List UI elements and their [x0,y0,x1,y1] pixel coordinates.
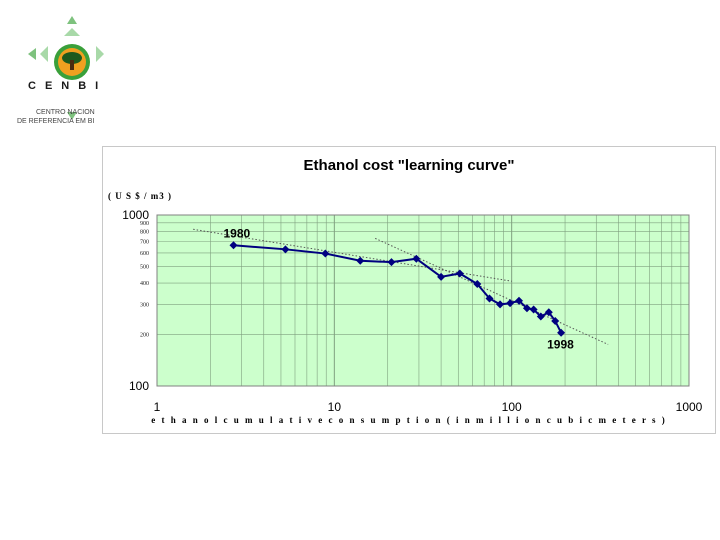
data-point [515,296,524,305]
trendline [193,228,512,282]
y-tick-label: 900 [140,221,149,227]
y-tick-label: 300 [140,302,149,308]
cenbio-logo [14,14,116,134]
logo-text-line-1: CENTRO NACION [36,109,95,116]
x-tick-label: 1000 [676,400,703,414]
y-tick-label: 400 [140,281,149,287]
x-tick-label: 10 [328,400,342,414]
annotation-1998: 1998 [547,338,574,352]
data-point [557,328,566,337]
data-point [544,308,553,317]
plot-area [157,215,689,386]
data-point [387,258,396,267]
data-point [455,269,464,278]
tree-globe-icon [28,16,116,120]
chart-frame: Ethanol cost "learning curve" ( U S $ / … [102,146,716,434]
logo-letters: CENBI [28,80,100,92]
x-tick-label: 1 [154,400,161,414]
data-point [473,279,482,288]
data-point [551,316,560,325]
data-point [536,312,545,321]
data-point [281,245,290,254]
y-tick-label: 100 [129,379,149,393]
chart-title: Ethanol cost "learning curve" [303,157,515,174]
y-tick-label: 200 [140,333,149,339]
data-point [412,254,421,263]
x-tick-label: 100 [502,400,522,414]
trendline [374,237,609,345]
y-tick-label: 500 [140,264,149,270]
data-point [529,305,538,314]
data-point [356,256,365,265]
data-point [485,294,494,303]
data-point [437,272,446,281]
data-point [321,249,330,258]
data-point [522,304,531,313]
logo-text-line-2: DE REFERÊNCIA EM BI [17,118,95,125]
plot-border [156,214,690,387]
x-axis-label: e t h a n o l c u m u l a t i v e c o n … [151,415,667,425]
y-tick-label: 1000 [122,208,149,222]
chart-svg: 200 300 400 500 600 700 800 900 100 1000 1 10 100 100… [122,208,703,414]
y-tick-label: 700 [140,239,149,245]
data-point [229,241,238,250]
y-tick-label: 800 [140,230,149,236]
y-tick-label: 600 [140,251,149,257]
data-point [496,300,505,309]
y-axis-label: ( U S $ / m3 ) [108,191,172,201]
data-point [506,299,515,308]
annotation-1980: 1980 [223,226,250,240]
